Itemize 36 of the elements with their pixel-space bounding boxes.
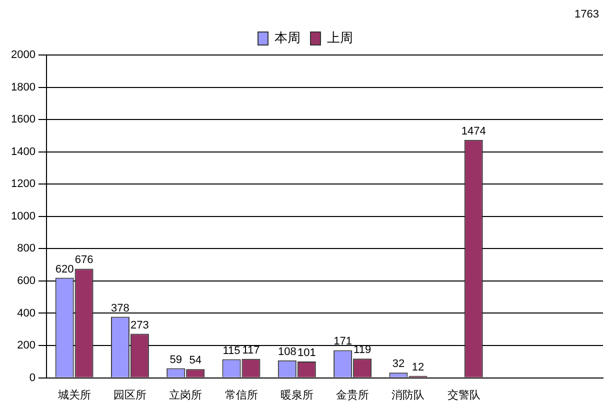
y-tick-label: 400 xyxy=(17,307,36,320)
x-tick-label: 消防队 xyxy=(392,388,425,402)
legend-label: 上周 xyxy=(327,30,353,46)
data-label: 171 xyxy=(334,336,352,348)
y-tick-label: 600 xyxy=(17,274,36,287)
y-tick-label: 2000 xyxy=(10,49,36,62)
x-tick-label: 园区所 xyxy=(113,388,146,402)
x-tick-label: 常信所 xyxy=(224,388,258,402)
data-label: 12 xyxy=(412,361,424,374)
y-tick-label: 1000 xyxy=(10,210,36,222)
x-tick-label: 金贵所 xyxy=(336,388,370,402)
data-label: 108 xyxy=(278,346,296,358)
y-tick-label: 1800 xyxy=(10,81,36,94)
y-tick-label: 0 xyxy=(29,372,36,384)
data-label: 676 xyxy=(74,254,94,266)
data-label: 101 xyxy=(297,347,316,360)
data-label: 59 xyxy=(170,354,182,366)
y-tick-label: 1400 xyxy=(10,146,36,158)
x-tick-label: 城关所 xyxy=(56,388,91,402)
data-label: 378 xyxy=(111,302,130,314)
data-label: 115 xyxy=(222,344,240,357)
y-tick-label: 200 xyxy=(17,340,36,352)
y-tick-label: 800 xyxy=(17,242,36,255)
data-label: 273 xyxy=(130,319,149,332)
data-label: 54 xyxy=(189,354,202,367)
data-label: 32 xyxy=(392,358,405,370)
data-label: 1474 xyxy=(461,125,486,138)
text: 1763 xyxy=(574,8,599,21)
x-tick-label: 暖泉所 xyxy=(280,388,314,402)
legend-label: 本周 xyxy=(274,30,300,46)
data-label: 620 xyxy=(55,263,74,276)
x-tick-label: 交警队 xyxy=(447,388,480,402)
data-label: 117 xyxy=(242,344,260,356)
x-tick-label: 立岗所 xyxy=(169,388,202,402)
y-tick-label: 1200 xyxy=(10,178,36,190)
y-tick-label: 1600 xyxy=(10,114,36,126)
